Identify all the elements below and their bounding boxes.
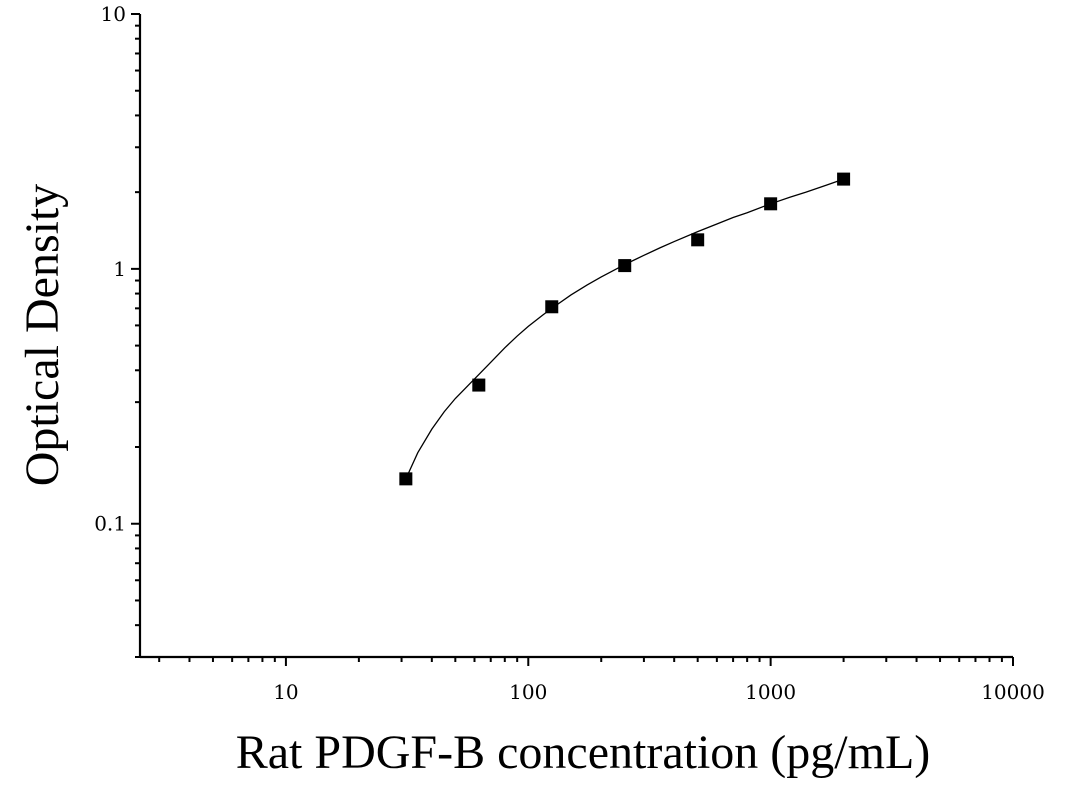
data-point-marker <box>399 472 413 486</box>
x-tick-label: 100 <box>509 680 547 704</box>
y-tick-label: 1 <box>113 257 126 281</box>
x-tick-label: 10000 <box>981 680 1045 704</box>
x-tick-label: 10 <box>273 680 298 704</box>
x-tick-label: 1000 <box>745 680 796 704</box>
data-point-marker <box>764 197 778 211</box>
y-tick-label: 10 <box>101 2 126 26</box>
y-axis-title: Optical Density <box>16 184 69 487</box>
data-point-marker <box>545 300 559 314</box>
y-tick-label: 0.1 <box>94 512 126 536</box>
fit-curve-line <box>405 178 844 480</box>
axes <box>131 13 1014 666</box>
data-points <box>399 172 851 486</box>
x-axis-title: Rat PDGF-B concentration (pg/mL) <box>236 726 931 779</box>
data-point-marker <box>837 172 851 186</box>
fit-curve-layer <box>405 178 844 480</box>
data-point-marker <box>691 233 705 247</box>
data-point-marker <box>472 378 486 392</box>
tick-labels: 10 100 1000 10000 0.1 1 10 <box>94 2 1045 704</box>
data-point-marker <box>618 259 632 273</box>
